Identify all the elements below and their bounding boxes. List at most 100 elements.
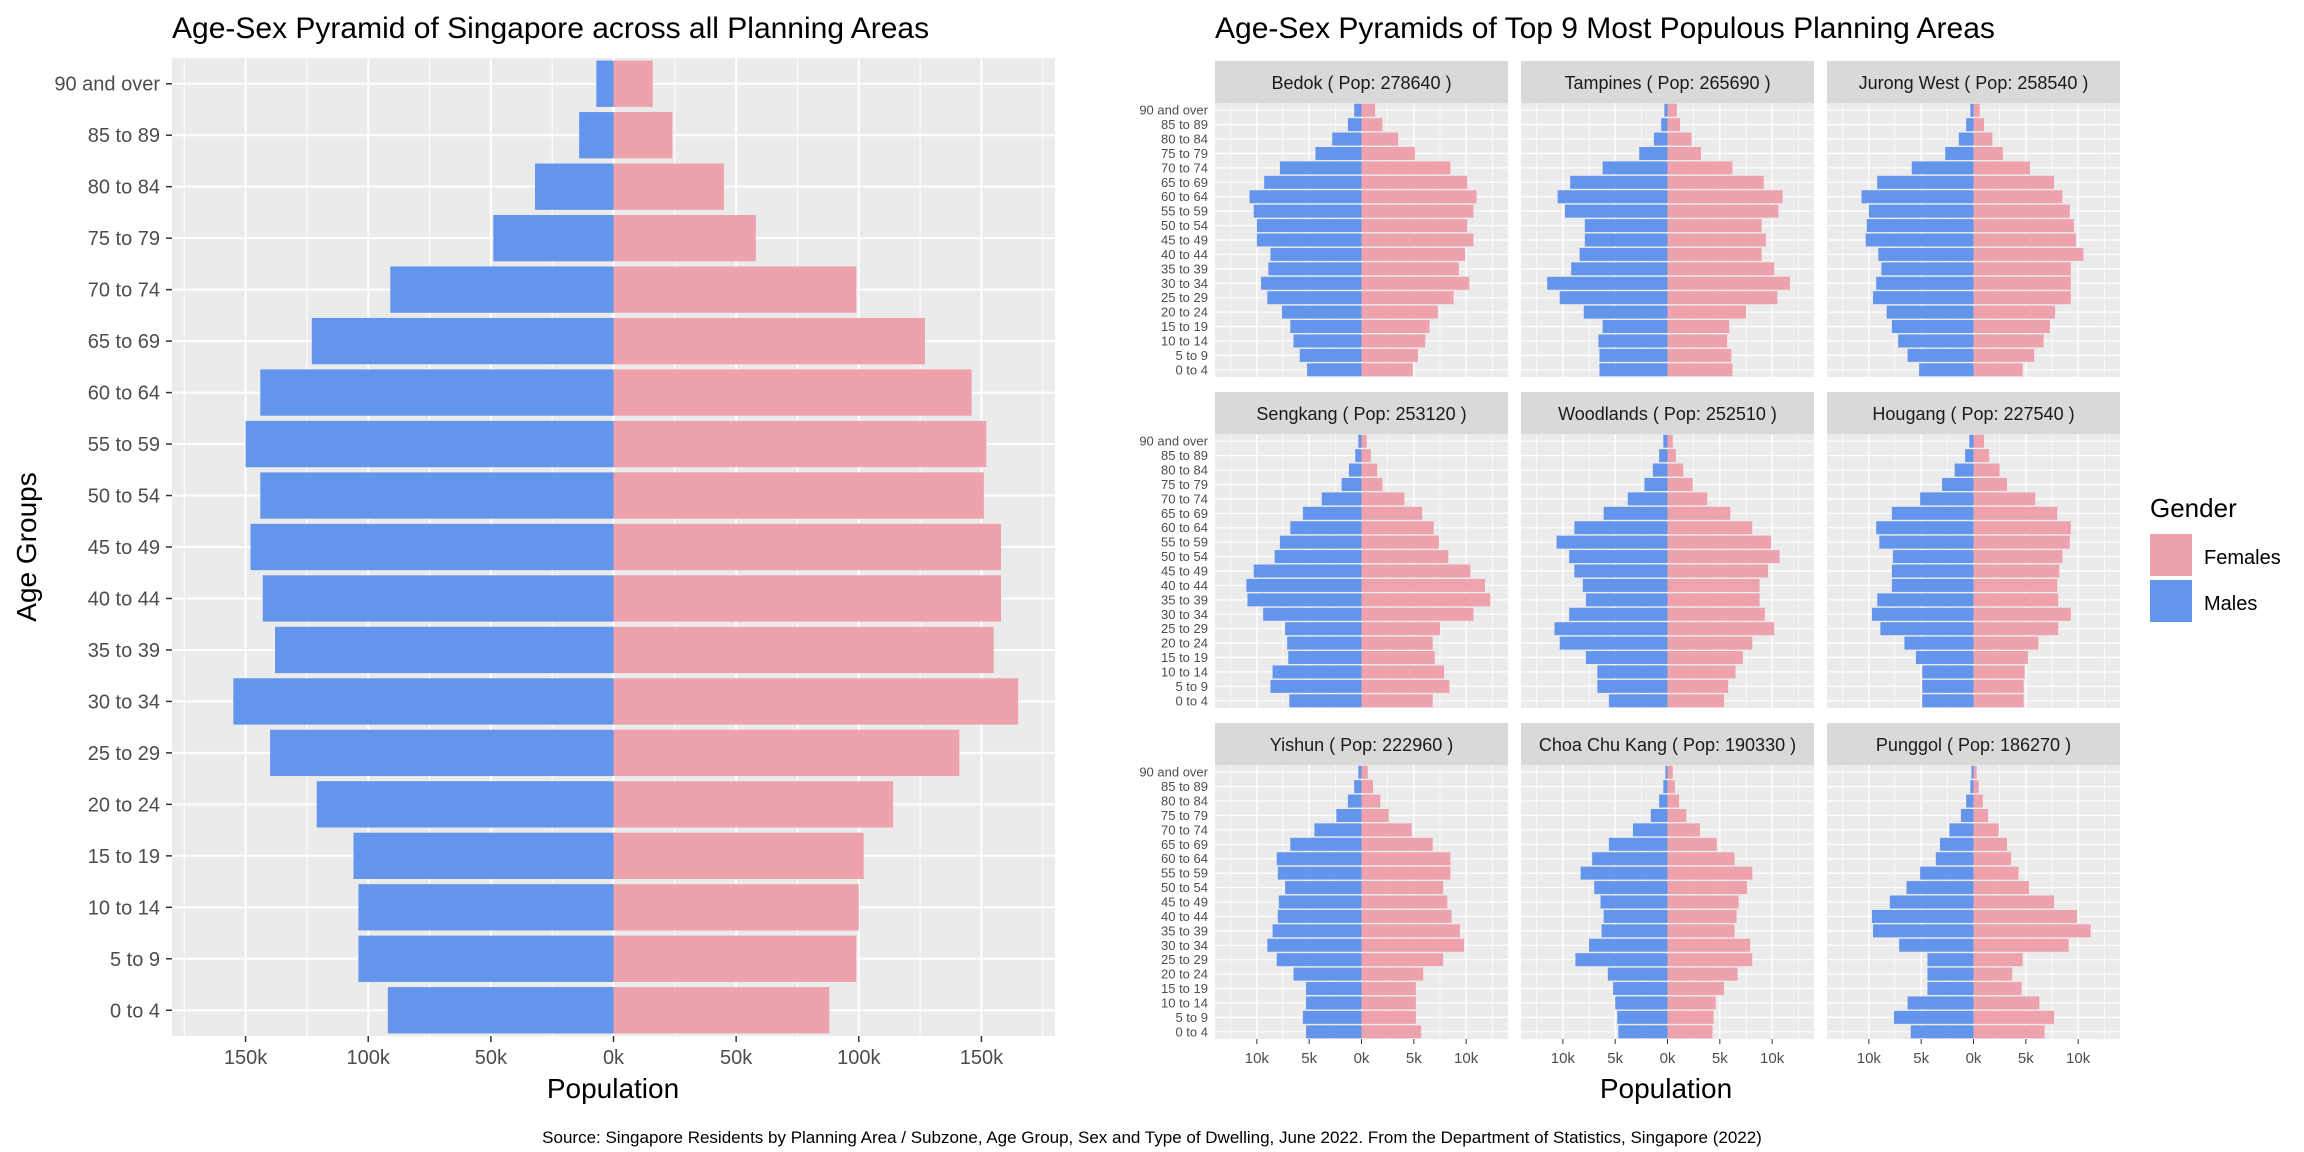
facet-bar-male — [1904, 636, 1974, 650]
left-bar-male — [270, 729, 614, 777]
facet-bar-female — [1361, 535, 1439, 549]
facet-bar-male — [1302, 1010, 1362, 1024]
facet-bar-female — [1973, 636, 2039, 650]
facet-bar-female — [1361, 881, 1444, 895]
left-bar-female — [613, 60, 653, 107]
facet-bar-female — [1361, 564, 1471, 578]
facet-bar-female — [1361, 665, 1445, 679]
facet-bar-female — [1667, 636, 1753, 650]
facet-bar-male — [1348, 463, 1362, 477]
facet-bar-male — [1927, 982, 1974, 996]
facet-bar-female — [1973, 334, 2044, 348]
facet-x-tick-label: 5k — [1406, 1050, 1422, 1067]
facet-bar-male — [1922, 679, 1974, 693]
facet-bar-female — [1361, 578, 1485, 592]
facet-bar-male — [1246, 578, 1362, 592]
facet-bar-female — [1973, 219, 2074, 233]
facet-y-tick-label: 50 to 54 — [1161, 880, 1208, 895]
facet-y-tick-label: 75 to 79 — [1161, 146, 1208, 161]
left-bar-female — [613, 575, 1002, 622]
facet-bar-male — [1354, 780, 1362, 794]
facet-bar-male — [1272, 665, 1362, 679]
facet-bar-male — [1547, 276, 1668, 290]
facet-bar-female — [1667, 679, 1729, 693]
left-y-tick-label: 80 to 84 — [88, 177, 160, 199]
facet-y-tick-label: 45 to 49 — [1161, 233, 1208, 248]
facet-bar-male — [1574, 521, 1668, 535]
facet-bar-male — [1911, 161, 1974, 175]
facet-bar-female — [1361, 276, 1470, 290]
facet-bar-male — [1263, 607, 1362, 621]
left-x-tick-label: 100k — [347, 1047, 391, 1069]
facet-bar-male — [1601, 924, 1668, 938]
facet-bar-male — [1256, 233, 1362, 247]
facet-bar-male — [1341, 477, 1362, 491]
left-bar-male — [358, 884, 614, 931]
facet-bar-female — [1361, 895, 1448, 909]
facet-bar-male — [1559, 291, 1668, 305]
facet-bar-female — [1973, 146, 2003, 160]
facet-y-tick-label: 75 to 79 — [1161, 808, 1208, 823]
facet-bar-male — [1293, 334, 1362, 348]
facet-bar-female — [1361, 622, 1440, 636]
left-y-tick-label: 30 to 34 — [88, 691, 160, 713]
facet-bar-female — [1973, 924, 2091, 938]
facet-bar-female — [1667, 320, 1730, 334]
facet-bar-female — [1667, 1010, 1714, 1024]
facet-bar-male — [1285, 622, 1362, 636]
facet-y-tick-label: 65 to 69 — [1161, 837, 1208, 852]
facet-strip — [1827, 392, 2120, 434]
facet-bar-female — [1667, 837, 1717, 851]
facet-bar-female — [1361, 103, 1376, 117]
facet-bar-female — [1361, 967, 1424, 981]
facet-bar-male — [1877, 593, 1974, 607]
facet-bar-female — [1667, 982, 1725, 996]
facet-bar-male — [1891, 320, 1974, 334]
facet-bar-female — [1973, 1025, 2045, 1039]
facet-y-tick-label: 25 to 29 — [1161, 621, 1208, 636]
facet-bar-male — [1886, 305, 1974, 319]
facet-bar-male — [1969, 434, 1974, 448]
facet-bar-male — [1949, 823, 1974, 837]
facet-bar-male — [1574, 564, 1668, 578]
facet-bar-female — [1667, 477, 1693, 491]
facet-bar-male — [1873, 924, 1974, 938]
facet-bar-male — [1881, 262, 1974, 276]
facet-bar-female — [1667, 578, 1760, 592]
facet-bar-male — [1958, 132, 1974, 146]
facet-bar-male — [1559, 636, 1668, 650]
facet-bar-female — [1667, 506, 1731, 520]
facet-y-tick-label: 40 to 44 — [1161, 247, 1208, 262]
facet-bar-female — [1973, 938, 2069, 952]
facet-bar-female — [1361, 118, 1383, 132]
facet-bar-male — [1585, 651, 1668, 665]
facet-bar-female — [1667, 895, 1739, 909]
facet-y-tick-label: 0 to 4 — [1175, 362, 1208, 377]
facet-y-tick-label: 30 to 34 — [1161, 607, 1208, 622]
facet-bar-female — [1667, 535, 1772, 549]
facet-bar-male — [1920, 492, 1974, 506]
facet-bar-female — [1361, 204, 1474, 218]
left-x-tick-label: 50k — [720, 1047, 753, 1069]
facet-bar-female — [1361, 765, 1368, 779]
facet-bar-female — [1361, 348, 1419, 362]
facet-bar-male — [1965, 449, 1974, 463]
facet-bar-male — [1627, 492, 1668, 506]
facet-bar-female — [1667, 1025, 1713, 1039]
facet-bar-female — [1667, 363, 1733, 377]
left-y-tick-labels: 0 to 4 5 to 9 10 to 14 15 to 19 20 to 24 25 t… — [54, 74, 172, 1022]
facet-bar-male — [1891, 578, 1974, 592]
facet-bar-male — [1276, 852, 1362, 866]
facet-bar-female — [1973, 679, 2024, 693]
facet-y-tick-label: 20 to 24 — [1161, 967, 1208, 982]
left-bar-female — [613, 729, 960, 777]
facet-bar-male — [1287, 636, 1362, 650]
facet-bar-male — [1336, 808, 1362, 822]
facet-y-tick-label: 90 and over — [1139, 103, 1208, 118]
facet-y-tick-label: 55 to 59 — [1161, 204, 1208, 219]
facet-bar-female — [1667, 881, 1748, 895]
facet-bar-female — [1973, 837, 2007, 851]
facet-strip-label: Bedok ( Pop: 278640 ) — [1271, 73, 1451, 93]
facet-bar-female — [1667, 794, 1680, 808]
